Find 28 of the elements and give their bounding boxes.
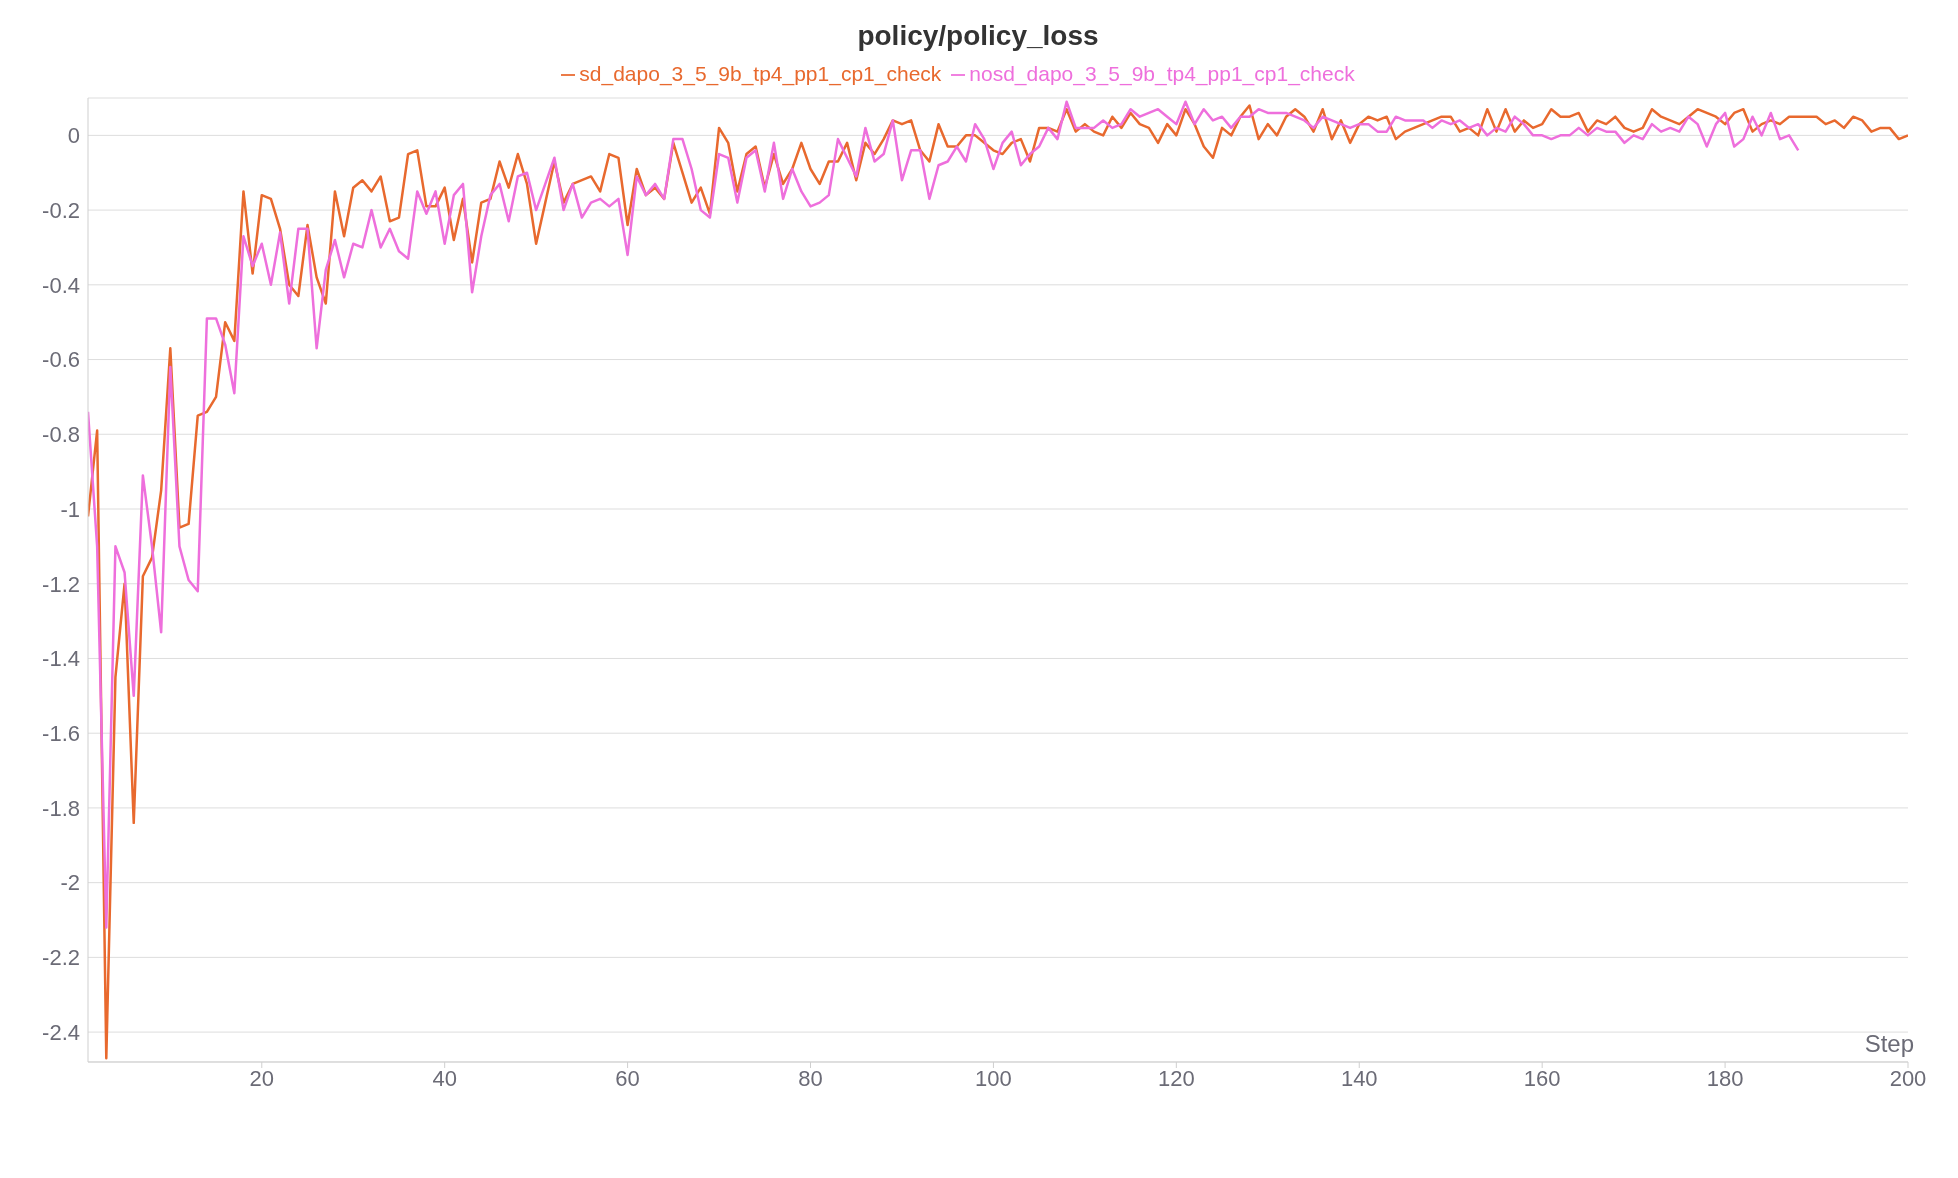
y-tick-label: -0.2 [42,197,80,223]
y-tick-label: -2 [60,870,80,896]
y-tick-label: -1.2 [42,571,80,597]
y-tick-label: -1.8 [42,795,80,821]
line-series [88,100,1800,929]
chart-title: policy/policy_loss [856,20,1100,52]
y-tick-label: -2.4 [42,1019,80,1045]
x-tick-label: 140 [1340,1065,1378,1091]
legend-label: nosd_dapo_3_5_9b_tp4_pp1_cp1_check [969,62,1355,85]
y-tick-label: -1.6 [42,721,80,746]
x-tick-label: 160 [1523,1065,1561,1091]
y-tick-label: -1.4 [42,646,80,672]
x-tick-label: 40 [432,1065,457,1091]
x-tick-label: 20 [249,1065,275,1091]
x-tick-label: 120 [1157,1065,1195,1091]
x-tick-label: 200 [1889,1065,1927,1091]
x-tick-label: 60 [615,1065,640,1091]
legend-label: sd_dapo_3_5_9b_tp4_pp1_cp1_check [579,62,942,85]
y-tick-label: -0.8 [42,422,80,448]
y-tick-label: 0 [67,123,80,149]
y-tick-label: -0.4 [42,272,80,298]
y-tick-label: -2.2 [42,945,80,971]
x-tick-label: 80 [798,1065,823,1091]
x-axis-title: Step [1864,1030,1914,1058]
x-tick-label: 180 [1706,1065,1744,1091]
x-tick-label: 100 [975,1065,1012,1091]
y-tick-label: -0.6 [42,347,80,373]
y-tick-label: -1 [60,496,80,522]
